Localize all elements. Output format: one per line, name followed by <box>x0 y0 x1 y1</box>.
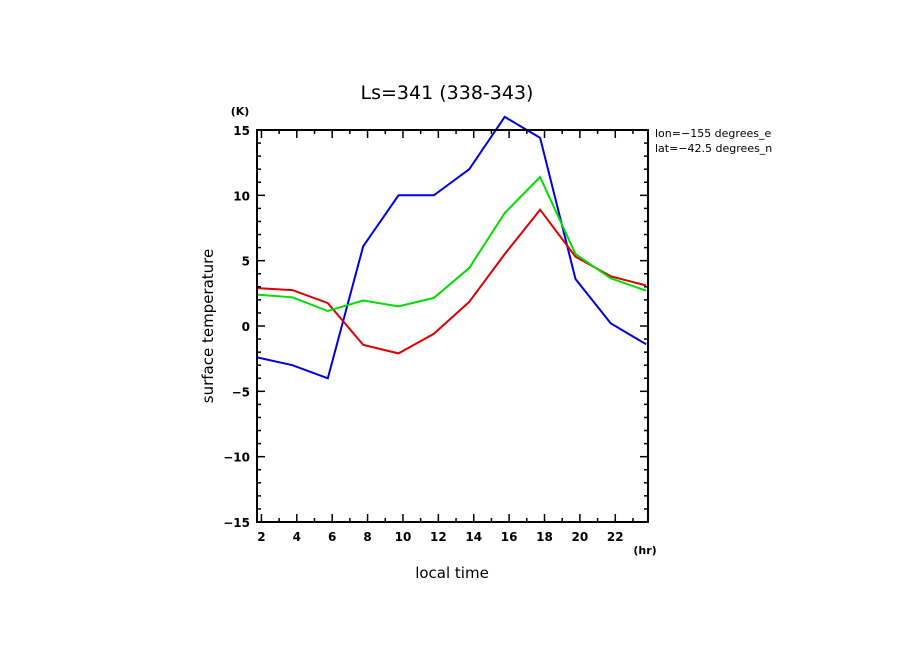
x-tick-label: 4 <box>293 530 301 544</box>
x-tick-label: 8 <box>363 530 371 544</box>
y-tick-label: −5 <box>232 385 250 399</box>
series-layer <box>257 115 647 380</box>
y-tick-label: 15 <box>233 124 250 138</box>
x-tick-label: 12 <box>430 530 447 544</box>
axes: −15 −10 −5 0 5 10 15 2 4 6 8 10 12 14 16 18 20 22 <box>223 124 649 544</box>
x-tick-label: 18 <box>536 530 553 544</box>
x-tick-label: 20 <box>572 530 589 544</box>
y-tick-label: 5 <box>242 255 250 269</box>
x-unit-label: (hr) <box>633 544 656 557</box>
lat-annotation: lat=−42.5 degrees_n <box>655 142 772 155</box>
y-unit-label: (K) <box>231 105 250 118</box>
y-tick-label: 0 <box>242 320 250 334</box>
series-line-red <box>257 208 647 355</box>
x-axis-label: local time <box>415 564 489 582</box>
series-line-blue <box>257 115 647 380</box>
y-tick-label: −10 <box>223 451 250 465</box>
series-line-green <box>257 175 647 313</box>
lon-annotation: lon=−155 degrees_e <box>655 127 771 140</box>
x-tick-label: 6 <box>328 530 336 544</box>
x-tick-label: 14 <box>465 530 482 544</box>
x-tick-label: 16 <box>501 530 518 544</box>
y-tick-label: 10 <box>233 189 250 203</box>
plot-frame <box>256 129 649 523</box>
x-tick-label: 10 <box>395 530 412 544</box>
chart-title: Ls=341 (338-343) <box>361 82 534 104</box>
x-tick-label: 22 <box>607 530 624 544</box>
y-axis-label: surface temperature <box>199 249 217 404</box>
y-tick-label: −15 <box>223 516 250 530</box>
x-tick-label: 2 <box>257 530 265 544</box>
